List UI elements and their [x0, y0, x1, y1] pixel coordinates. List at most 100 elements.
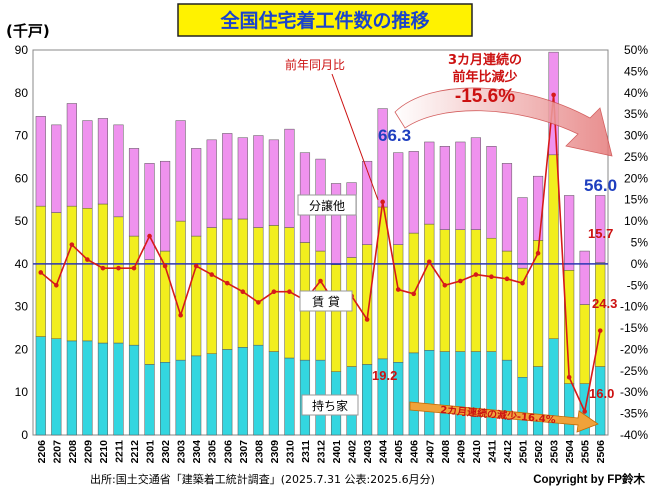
bottom-arrow-shape: [409, 401, 599, 433]
bar-sale-2405: [393, 152, 404, 245]
bar-owner-2309: [268, 351, 279, 436]
x-tick-2408: 2408: [440, 440, 452, 464]
bar-owner-2501: [517, 377, 528, 436]
x-tick-2301: 2301: [145, 440, 157, 464]
left-axis-ticks: 0 10 20 30 40 50 60 70 80 90: [15, 43, 29, 442]
bar-owner-2212: [128, 344, 140, 436]
title-part-a: 全国: [219, 9, 258, 32]
right-tick-45: 45%: [624, 64, 648, 78]
source-text: 出所:国土交通省「建築着工統計調査」(2025.7.31 公表:2025.6月分…: [90, 472, 435, 486]
x-tick-2312: 2312: [316, 440, 328, 464]
x-tick-2412: 2412: [502, 440, 514, 464]
bar-sale-2209: [82, 120, 93, 209]
bar-owner-2407: [424, 350, 435, 436]
left-tick-10: 10: [15, 385, 29, 399]
owner-2406-label: 19.2: [372, 368, 397, 383]
yoy-point-2503: [551, 92, 556, 98]
bar-owner-2304: [191, 355, 202, 436]
yoy-point-2302: [162, 263, 168, 269]
x-tick-2407: 2407: [424, 440, 436, 464]
yoy-point-2407: [426, 259, 432, 265]
three-month-value: -15.6%: [455, 86, 515, 107]
x-tick-2310: 2310: [284, 440, 296, 464]
x-tick-2501: 2501: [518, 440, 530, 464]
yoy-point-2211: [116, 265, 121, 271]
yoy-point-2410: [473, 272, 479, 277]
bar-sale-2212: [128, 148, 140, 237]
bar-owner-2208: [66, 340, 77, 436]
right-tick-20: 20%: [624, 171, 648, 185]
x-tick-2503: 2503: [549, 440, 561, 464]
yoy-point-2406: [411, 291, 417, 297]
bar-owner-2410: [470, 351, 481, 436]
rental-label: 賃 貸: [312, 294, 340, 309]
bar-sale-2210: [97, 118, 109, 205]
copyright-text: Copyright by FP鈴木: [533, 472, 645, 486]
right-tick-50: 50%: [624, 43, 648, 57]
x-tick-2208: 2208: [67, 440, 79, 464]
x-tick-2307: 2307: [238, 440, 250, 464]
bar-rental-2307: [237, 218, 248, 348]
x-tick-2304: 2304: [191, 440, 203, 464]
bar-sale-2207: [51, 124, 62, 213]
yoy-point-2403: [364, 317, 370, 322]
right-tick-25: 25%: [624, 150, 648, 164]
three-month-line1: 3カ月連続の: [448, 52, 522, 68]
bar-owner-2303: [175, 359, 186, 436]
yoy-point-2506: [597, 328, 603, 333]
x-tick-2305: 2305: [207, 440, 219, 464]
right-tick--25: -25%: [620, 364, 648, 378]
bar-sale-2208: [66, 103, 77, 207]
bar-sale-2412: [501, 163, 513, 252]
bar-sale-2301: [144, 163, 155, 260]
bar-rental-2411: [486, 237, 497, 352]
bar-rental-2409: [455, 229, 466, 352]
total-2406-label: 66.3: [378, 126, 411, 145]
right-tick-5: 5%: [631, 236, 649, 250]
bar-rental-2403: [362, 244, 373, 365]
right-tick--30: -30%: [620, 385, 648, 399]
bar-sale-2303: [175, 120, 186, 222]
left-tick-0: 0: [21, 428, 28, 442]
owner-label-box: [301, 394, 359, 416]
right-axis-ticks: -40% -35% -30% -25% -20% -15% -10% -5% 0% 5% 10% 15…: [620, 43, 648, 442]
bar-sale-2305: [206, 139, 217, 228]
bar-rental-2303: [175, 220, 186, 361]
bar-owner-2211: [113, 342, 124, 436]
yoy-point-2408: [442, 282, 448, 288]
bar-rental-2301: [144, 259, 155, 365]
pct-2506-label: 15.7: [588, 226, 613, 241]
yoy-point-2210: [100, 265, 106, 271]
yoy-point-2209: [85, 257, 90, 262]
bar-rental-2308: [253, 227, 264, 346]
yoy-point-2308: [256, 300, 261, 305]
yoy-point-2411: [489, 274, 494, 280]
bar-sale-2302: [160, 160, 171, 252]
bar-rental-2208: [66, 205, 77, 342]
bar-sale-2308: [253, 135, 264, 228]
bar-rental-2503: [548, 154, 559, 339]
bar-rental-2405: [393, 244, 404, 363]
bar-owner-2302: [160, 362, 171, 436]
right-tick-10: 10%: [624, 214, 648, 228]
owner-2506-label: 16.0: [589, 386, 614, 401]
left-tick-80: 80: [15, 86, 29, 100]
x-tick-2207: 2207: [51, 440, 63, 464]
right-tick--5: -5%: [627, 278, 649, 292]
bar-sale-2211: [113, 124, 124, 218]
x-tick-2308: 2308: [253, 440, 265, 464]
bar-sale-2310: [284, 128, 295, 228]
bar-rental-2210: [97, 203, 109, 344]
yoy-point-2208: [69, 242, 75, 247]
yoy-point-2504: [566, 374, 572, 380]
bar-owner-2306: [222, 349, 233, 436]
bar-owner-2308: [253, 344, 264, 436]
x-axis-ticks: 2206 2207 2208 2209 2210 2211 2212 2301 2302 2303…: [36, 440, 607, 464]
x-tick-2505: 2505: [580, 440, 592, 464]
bar-rental-2408: [439, 229, 450, 352]
yoy-point-2501: [520, 280, 525, 286]
bar-owner-2310: [284, 357, 295, 436]
right-tick-35: 35%: [624, 107, 648, 121]
right-tick-30: 30%: [624, 129, 648, 143]
x-tick-2506: 2506: [595, 440, 607, 464]
